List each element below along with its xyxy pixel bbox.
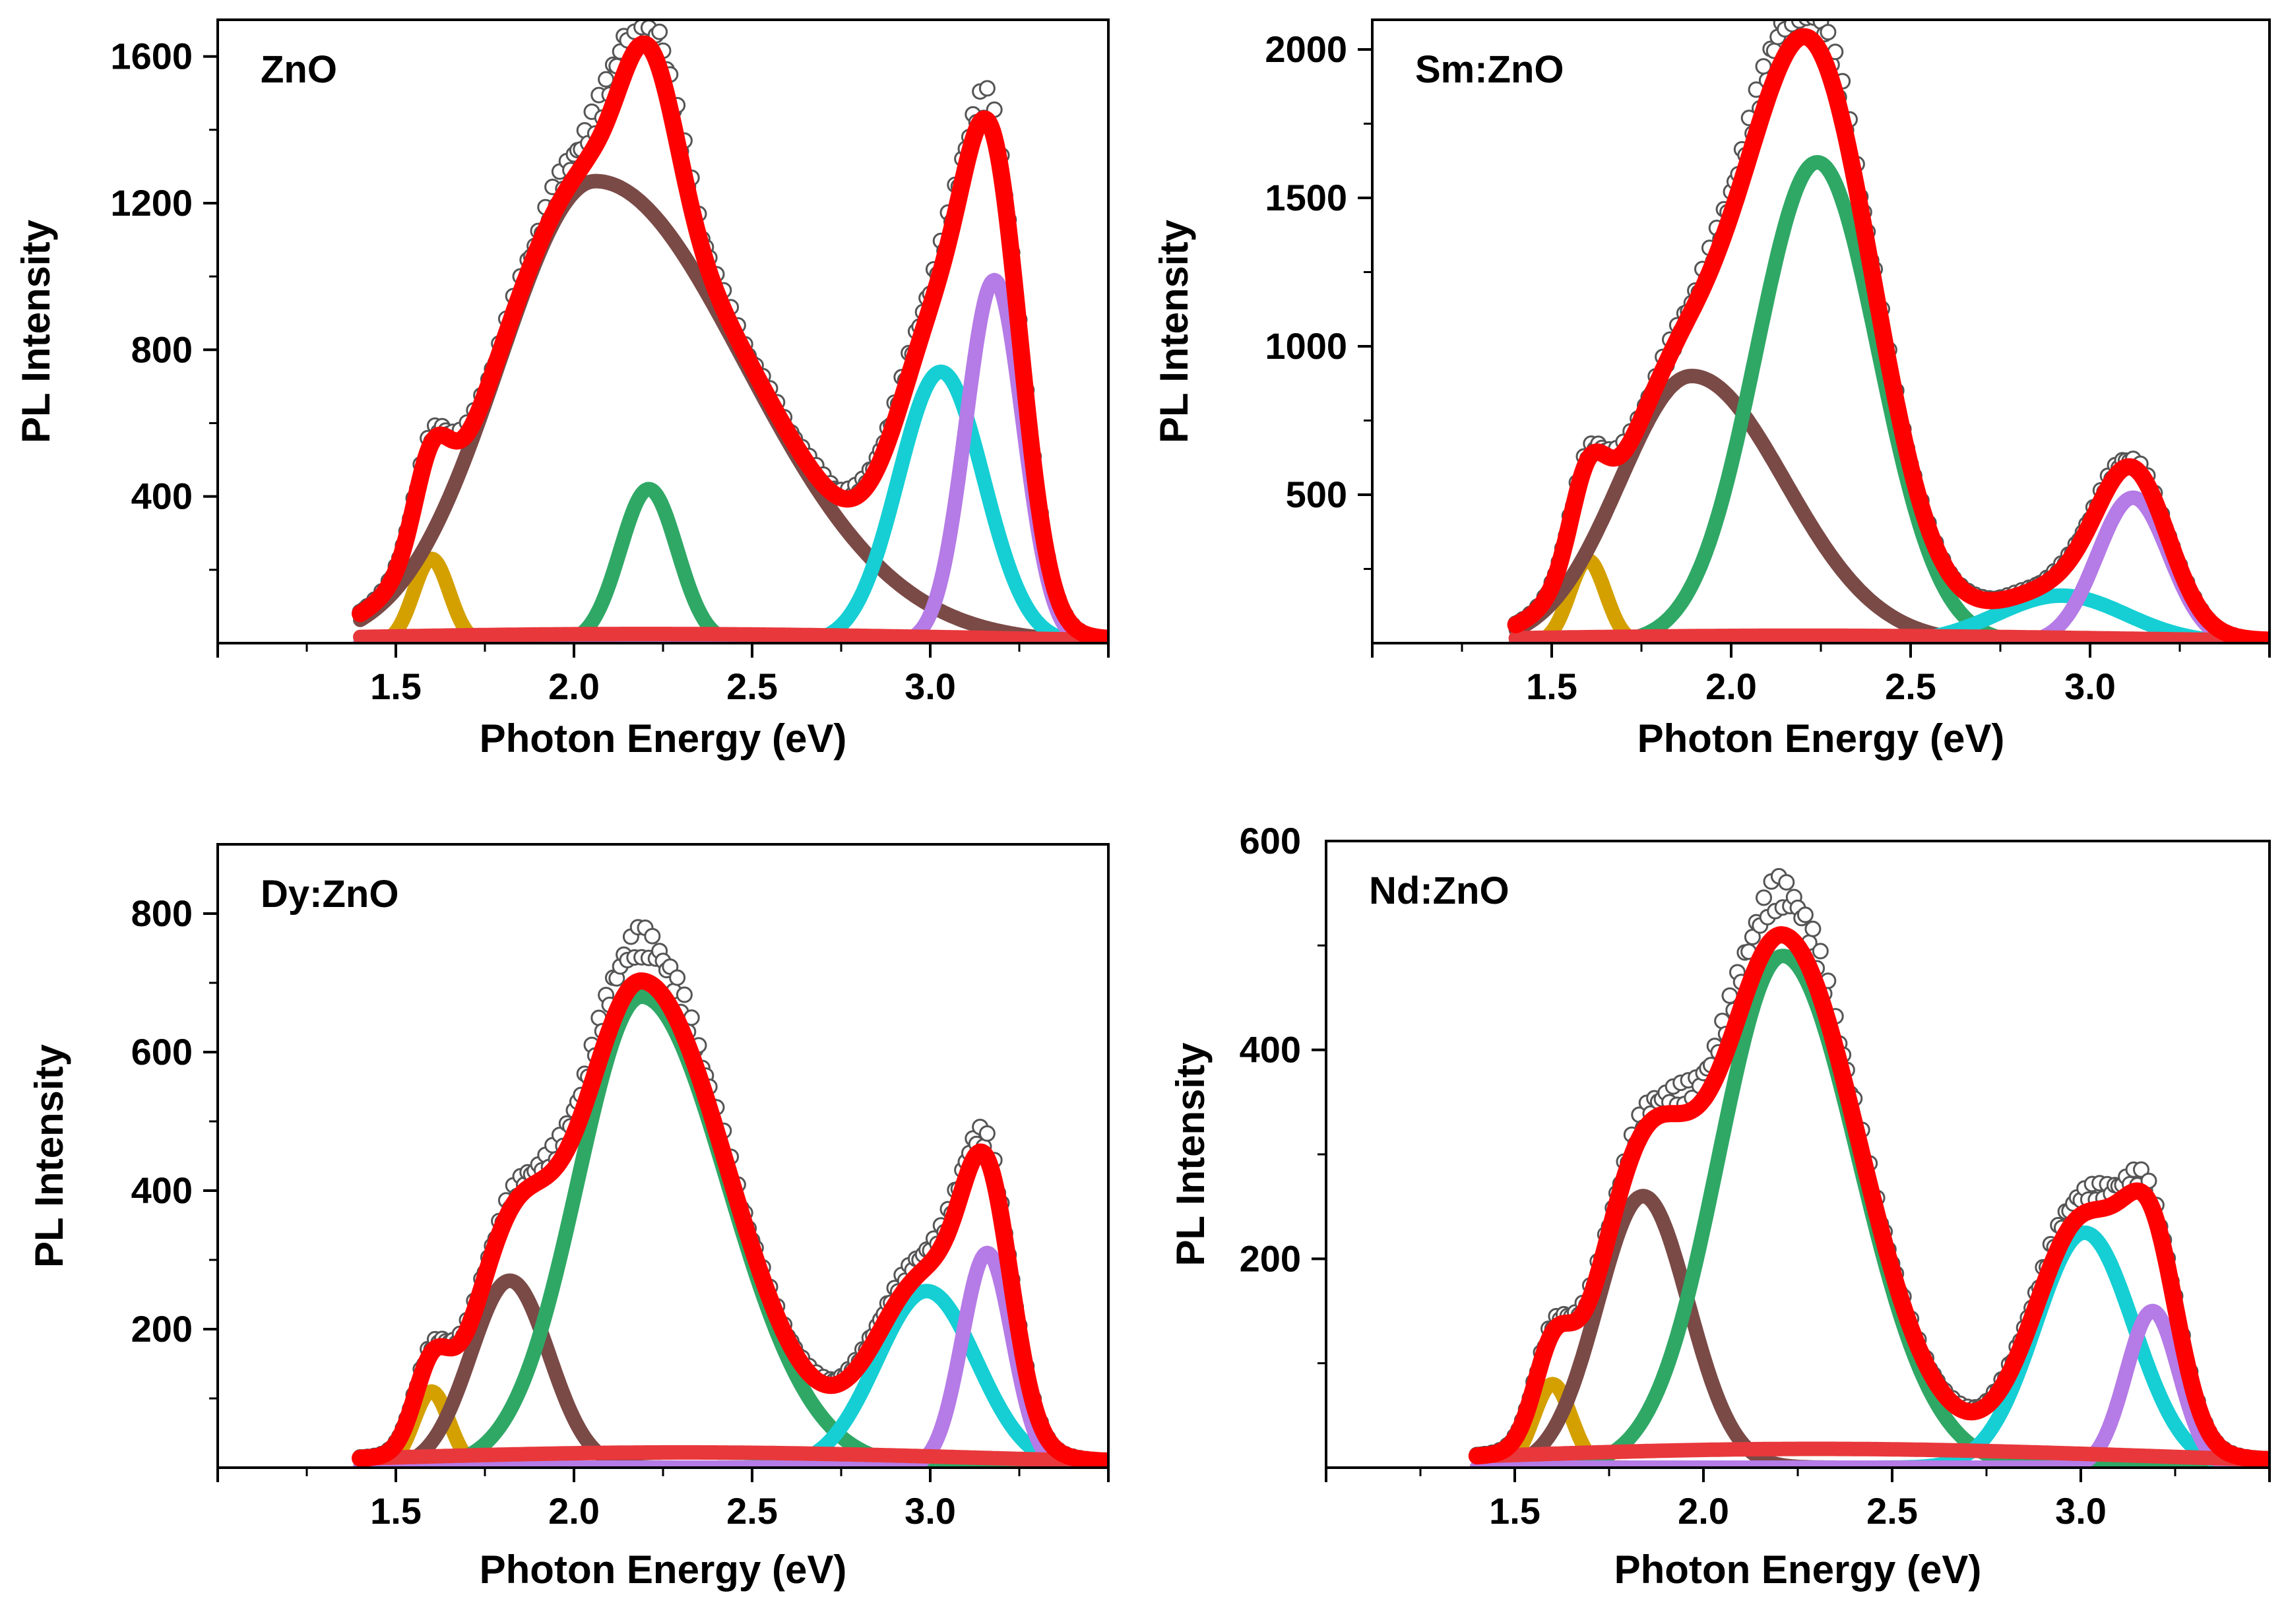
dy-zno-y-tick-label: 200 [131,1308,193,1350]
zno-x-tick-label: 3.0 [905,666,956,707]
dy-zno-component-peak-6 [353,1445,1108,1468]
dy-zno-y-tick-label: 600 [131,1031,193,1073]
nd-zno-x-tick-label: 2.0 [1678,1490,1729,1532]
zno-fit-curve [352,35,1108,643]
nd-zno-data-point [1796,906,1814,923]
zno-data-point [623,3,638,17]
nd-zno-panel-title: Nd:ZnO [1369,869,1509,912]
zno-x-tick-label: 2.5 [726,666,778,707]
zno-y-tick-label: 400 [131,476,193,517]
nd-zno-x-tick-label: 3.0 [2055,1490,2107,1532]
zno-y-axis: 400 800 1200 1600 [110,36,218,571]
sm-zno-component-peak-6 [1508,628,2270,643]
nd-zno-y-tick-label: 600 [1240,820,1301,861]
nd-zno-data-point [1744,929,1761,945]
sm-zno-x-axis: 1.5 2.0 2.5 3.0 [1371,643,2271,707]
sm-zno-component-peak-5 [1508,490,2270,643]
dy-zno-data-point [676,986,693,1003]
dy-zno-data-point [644,927,661,945]
zno-plot-area [352,0,1108,643]
dy-zno-y-tick-label: 400 [131,1170,193,1211]
zno-x-tick-label: 2.0 [548,666,600,707]
sm-zno-x-tick-label: 3.0 [2064,666,2116,707]
dy-zno-fit-curve [352,972,1108,1468]
sm-zno-data-point [1820,24,1837,41]
zno-data-point [598,71,615,88]
zno-data-point [651,23,668,40]
nd-zno-x-tick-label: 1.5 [1489,1490,1540,1532]
nd-zno-x-axis-label: Photon Energy (eV) [1614,1547,1982,1592]
panel-zno: 1.5 2.0 2.5 3.0 400 800 1200 1600 Photon Energy … [14,0,1110,761]
sm-zno-data-point [1781,0,1796,7]
nd-zno-component-peak-5 [1469,1303,2270,1468]
nd-zno-y-axis-label: PL Intensity [1168,1042,1213,1266]
dy-zno-plot-area [352,919,1108,1468]
zno-data-point [978,80,996,97]
nd-zno-y-tick-label: 200 [1240,1237,1301,1279]
nd-zno-x-tick-label: 2.5 [1866,1490,1918,1532]
dy-zno-x-tick-label: 3.0 [905,1490,956,1532]
sm-zno-data-point [1810,1,1825,16]
zno-component-peak-4 [353,364,1108,643]
nd-zno-data-point [2133,1161,2149,1178]
sm-zno-plot-area [1507,0,2270,643]
zno-component-peak-5 [353,272,1108,643]
zno-data-point [645,0,660,11]
zno-component-peak-6 [353,627,1108,643]
sm-zno-y-axis-label: PL Intensity [1152,219,1196,443]
nd-zno-data-point [1756,889,1772,906]
sm-zno-fit-curve [1507,28,2270,643]
sm-zno-y-axis: 500 1000 1500 2000 [1265,28,1372,570]
dy-zno-x-tick-label: 2.0 [548,1490,600,1532]
sm-zno-panel-title: Sm:ZnO [1415,48,1564,91]
dy-zno-data-point [669,969,686,986]
dy-zno-x-axis-label: Photon Energy (eV) [480,1547,847,1592]
nd-zno-plot-area [1468,867,2270,1468]
nd-zno-component-peak-6 [1469,1441,2270,1468]
panel-dy-zno: 1.5 2.0 2.5 3.0 200 400 600 800 Photon Energy (e… [27,843,1110,1592]
panel-sm-zno: 1.5 2.0 2.5 3.0 500 1000 1500 2000 Photon Energy… [1152,0,2271,761]
dy-zno-x-tick-label: 1.5 [370,1490,422,1532]
sm-zno-x-tick-label: 2.0 [1705,666,1757,707]
dy-zno-panel-title: Dy:ZnO [261,873,398,916]
zno-x-axis-label: Photon Energy (eV) [480,716,847,761]
nd-zno-data-point [1804,920,1822,937]
sm-zno-y-tick-label: 1000 [1265,325,1347,367]
nd-zno-x-axis: 1.5 2.0 2.5 3.0 [1325,1468,2271,1532]
zno-y-tick-label: 1200 [110,182,193,224]
dy-zno-x-axis: 1.5 2.0 2.5 3.0 [216,1468,1110,1532]
dy-zno-y-axis: 200 400 600 800 [131,892,218,1400]
dy-zno-y-tick-label: 800 [131,892,193,934]
nd-zno-data-point [1778,874,1795,891]
panel-nd-zno: 1.5 2.0 2.5 3.0 200 400 600 Photon Energy (eV) P… [1168,820,2271,1592]
zno-panel-title: ZnO [261,48,337,91]
sm-zno-x-axis-label: Photon Energy (eV) [1637,716,2005,761]
sm-zno-x-tick-label: 2.5 [1885,666,1936,707]
zno-y-axis-label: PL Intensity [14,219,58,443]
nd-zno-data-point [1812,943,1829,960]
zno-y-tick-label: 1600 [110,36,193,77]
dy-zno-component-peak-2 [353,1273,1108,1468]
sm-zno-y-tick-label: 500 [1286,474,1347,515]
dy-zno-data-point [978,1125,996,1142]
dy-zno-x-tick-label: 2.5 [726,1490,778,1532]
zno-x-tick-label: 1.5 [370,666,422,707]
nd-zno-y-tick-label: 400 [1240,1029,1301,1071]
sm-zno-y-tick-label: 2000 [1265,28,1347,70]
dy-zno-component-peak-5 [353,1245,1108,1468]
zno-x-axis: 1.5 2.0 2.5 3.0 [216,643,1110,707]
nd-zno-y-axis: 200 400 600 [1240,820,1326,1365]
sm-zno-x-tick-label: 1.5 [1526,666,1577,707]
sm-zno-y-tick-label: 1500 [1265,177,1347,218]
dy-zno-y-axis-label: PL Intensity [27,1044,71,1268]
nd-zno-fit-curve [1468,926,2270,1468]
zno-y-tick-label: 800 [131,328,193,370]
